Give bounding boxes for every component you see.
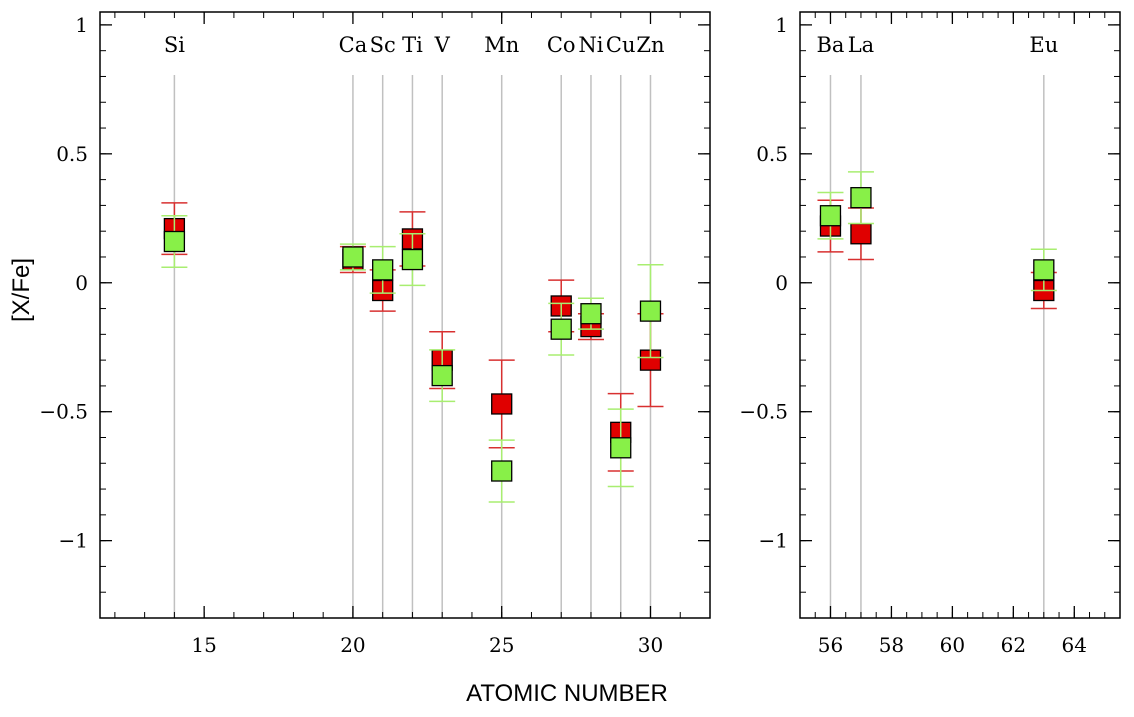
y-tick-label: 0.5 [56, 142, 88, 166]
y-tick-label: −0.5 [739, 400, 788, 424]
element-label-ti: Ti [402, 33, 423, 57]
data-point-green [1033, 259, 1055, 281]
element-label-cu: Cu [606, 33, 636, 57]
data-point-green [372, 259, 394, 281]
plot-frame [799, 11, 1121, 619]
y-tick-label: 0 [775, 271, 788, 295]
y-tick-label: 0 [75, 271, 88, 295]
data-point-green [342, 246, 364, 268]
element-label-eu: Eu [1029, 33, 1058, 57]
data-point-green [639, 300, 662, 322]
data-point-red [850, 223, 872, 245]
x-axis-label: ATOMIC NUMBER [466, 680, 668, 707]
data-point-green [610, 437, 632, 459]
x-tick-label: 60 [940, 633, 965, 657]
data-point-green [431, 364, 453, 387]
x-tick-label: 30 [638, 633, 663, 657]
data-point-green [580, 303, 602, 325]
element-label-ni: Ni [578, 33, 603, 57]
data-point-green [163, 230, 186, 253]
element-label-la: La [848, 33, 874, 57]
left-panel: 1 0.5 0 −0.5 −1 15 20 25 30 Si Ca Sc Ti V Mn Co Ni Cu Zn [39, 11, 711, 657]
element-label-si: Si [164, 33, 185, 57]
data-point-red [491, 393, 513, 415]
x-tick-label: 20 [340, 633, 365, 657]
data-point-green [491, 460, 513, 482]
x-tick-label: 64 [1062, 633, 1087, 657]
x-tick-label: 62 [1001, 633, 1026, 657]
data-point-green [850, 187, 872, 209]
data-point-green [819, 205, 842, 227]
x-tick-label: 25 [489, 633, 514, 657]
element-label-mn: Mn [484, 33, 519, 57]
plot-frame [99, 11, 711, 619]
y-tick-label: −0.5 [39, 400, 88, 424]
y-axis-label: [X/Fe] [8, 257, 35, 323]
data-point-green [401, 248, 424, 271]
x-tick-label: 58 [879, 633, 904, 657]
y-tick-label: 1 [775, 13, 788, 37]
x-tick-label: 56 [818, 633, 843, 657]
element-label-co: Co [547, 33, 576, 57]
y-tick-label: 0.5 [756, 142, 788, 166]
y-tick-label: −1 [59, 529, 88, 553]
element-label-sc: Sc [370, 33, 396, 57]
element-label-ca: Ca [339, 33, 368, 57]
y-tick-label: 1 [75, 13, 88, 37]
y-tick-label: −1 [759, 529, 788, 553]
element-label-ba: Ba [816, 33, 844, 57]
data-point-green [550, 318, 572, 340]
x-tick-label: 15 [191, 633, 216, 657]
element-label-zn: Zn [636, 33, 664, 57]
right-panel: 1 0.5 0 −0.5 −1 56 58 60 62 64 Ba La Eu [739, 11, 1121, 657]
element-label-v: V [434, 33, 451, 57]
